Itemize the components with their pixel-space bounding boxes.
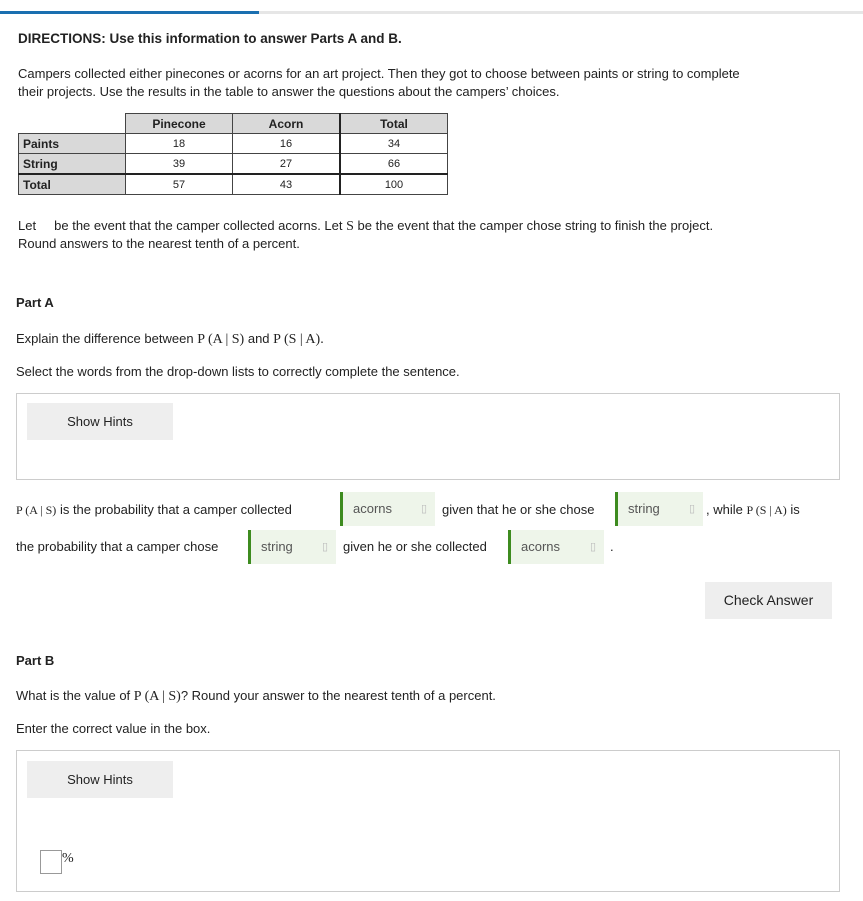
part-b-instruction: Enter the correct value in the box. [16, 721, 211, 736]
check-answer-button[interactable]: Check Answer [705, 582, 832, 619]
rounding-note: Round answers to the nearest tenth of a … [18, 236, 300, 251]
sentence-text: . [610, 539, 614, 554]
show-hints-button-b[interactable]: Show Hints [27, 761, 173, 798]
dropdown-4[interactable]: acorns ▯ [508, 530, 604, 564]
intro-line-1: Campers collected either pinecones or ac… [18, 66, 740, 81]
event-definition: Let be the event that the camper collect… [18, 218, 714, 234]
dropdown-1[interactable]: acorns ▯ [340, 492, 435, 526]
progress-fill [0, 11, 259, 14]
answer-panel [16, 831, 840, 892]
sentence-text: given he or she collected [343, 539, 487, 554]
part-a-instruction: Select the words from the drop-down list… [16, 364, 460, 379]
answer-input[interactable] [40, 850, 62, 874]
chevron-down-icon: ▯ [589, 541, 596, 553]
col-header: Pinecone [125, 113, 233, 134]
dropdown-2[interactable]: string ▯ [615, 492, 703, 526]
dropdown-3[interactable]: string ▯ [248, 530, 336, 564]
chevron-down-icon: ▯ [688, 503, 695, 515]
percent-unit: % [62, 851, 74, 866]
data-table: Pinecone Acorn Total Paints 18 16 34 String 39… [18, 113, 448, 195]
progress-bar [0, 11, 863, 14]
sentence-text: , while P (S | A) is [706, 502, 800, 517]
chevron-down-icon: ▯ [321, 541, 328, 553]
sentence-line-2: the probability that a camper chose [16, 539, 219, 554]
sentence-text: given that he or she chose [442, 502, 595, 517]
show-hints-button-a[interactable]: Show Hints [27, 403, 173, 440]
part-b-question: What is the value of P (A | S)? Round yo… [16, 688, 496, 704]
col-header: Acorn [232, 113, 341, 134]
part-a-explain: Explain the difference between P (A | S)… [16, 331, 324, 347]
part-a-title: Part A [16, 295, 54, 310]
table-row: Paints 18 16 34 [18, 133, 448, 154]
table-row: Total 57 43 100 [18, 173, 448, 195]
sentence-line-1: P (A | S) is the probability that a camp… [16, 502, 292, 517]
part-b-title: Part B [16, 653, 55, 668]
table-row: String 39 27 66 [18, 153, 448, 175]
chevron-down-icon: ▯ [420, 503, 427, 515]
col-header: Total [339, 113, 448, 134]
directions: DIRECTIONS: Use this information to answ… [18, 31, 402, 46]
intro-line-2: their projects. Use the results in the t… [18, 84, 560, 99]
